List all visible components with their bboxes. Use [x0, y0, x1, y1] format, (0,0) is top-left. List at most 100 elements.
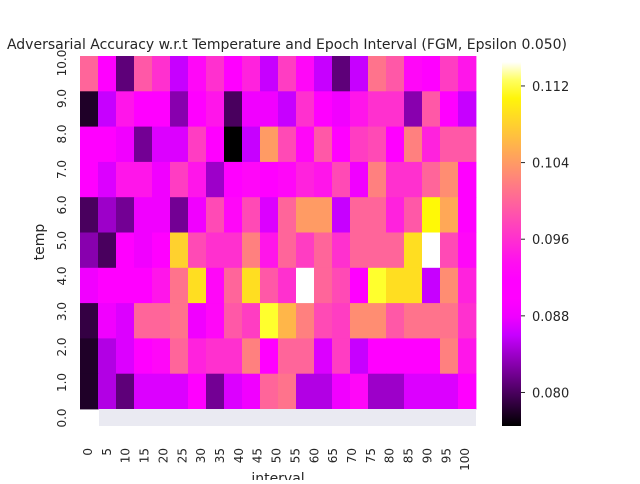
heatmap-cell	[350, 232, 369, 269]
heatmap-cell	[206, 373, 225, 410]
heatmap-cell	[314, 161, 333, 198]
heatmap-cell	[134, 232, 153, 269]
heatmap-cell	[224, 126, 243, 163]
heatmap-cell	[440, 303, 459, 339]
heatmap-cell	[404, 91, 423, 127]
heatmap-cell	[386, 267, 405, 304]
x-tick-label: 55	[288, 448, 302, 463]
heatmap-cell	[206, 338, 225, 375]
heatmap-cell	[440, 126, 459, 163]
heatmap-cell	[278, 338, 297, 375]
y-axis-ticks: 0.0 1.0 2.0 3.0 4.0 5.0 6.0 7.0 8.0 9.0 10.0	[55, 50, 69, 428]
heatmap-cell	[80, 232, 99, 269]
heatmap-cell	[440, 161, 459, 198]
heatmap-cell	[152, 56, 171, 92]
heatmap-cell	[458, 373, 477, 410]
heatmap-cell	[260, 56, 279, 92]
heatmap-cell	[350, 373, 369, 410]
heatmap-cell	[422, 126, 441, 163]
x-tick-label: 25	[175, 448, 189, 463]
heatmap-cell	[242, 373, 261, 410]
heatmap-cells	[80, 56, 477, 410]
heatmap-cell	[260, 338, 279, 375]
heatmap-cell	[314, 91, 333, 127]
heatmap-cell	[260, 303, 279, 339]
x-tick-label: 70	[345, 448, 359, 463]
heatmap-cell	[296, 91, 315, 127]
heatmap-cell	[260, 91, 279, 127]
chart-title: Adversarial Accuracy w.r.t Temperature a…	[7, 37, 567, 53]
heatmap-cell	[170, 56, 189, 92]
heatmap-cell	[278, 373, 297, 410]
heatmap-cell	[278, 91, 297, 127]
heatmap-cell	[116, 91, 135, 127]
heatmap-cell	[152, 91, 171, 127]
heatmap-cell	[404, 267, 423, 304]
heatmap-cell	[296, 338, 315, 375]
heatmap-cell	[332, 373, 351, 410]
heatmap-cell	[152, 338, 171, 375]
heatmap-cell	[404, 56, 423, 92]
heatmap-cell	[116, 338, 135, 375]
heatmap-cell	[98, 56, 117, 92]
heatmap-cell	[152, 267, 171, 304]
heatmap-cell	[350, 338, 369, 375]
heatmap-cell	[368, 303, 387, 339]
heatmap-cell	[458, 91, 477, 127]
heatmap-cell	[368, 338, 387, 375]
heatmap-cell	[134, 303, 153, 339]
heatmap-cell	[296, 197, 315, 233]
heatmap-cell	[350, 161, 369, 198]
heatmap-cell	[152, 303, 171, 339]
heatmap-cell	[440, 232, 459, 269]
x-tick-label: 15	[138, 448, 152, 463]
heatmap-cell	[188, 303, 207, 339]
heatmap-cell	[170, 338, 189, 375]
heatmap-cell	[368, 267, 387, 304]
x-tick-label: 10	[119, 448, 133, 463]
heatmap-cell	[98, 373, 117, 410]
heatmap-cell	[440, 267, 459, 304]
heatmap-cell	[134, 267, 153, 304]
heatmap-cell	[350, 303, 369, 339]
heatmap-cell	[170, 197, 189, 233]
x-tick-label: 0	[81, 448, 95, 456]
heatmap-cell	[224, 373, 243, 410]
heatmap-cell	[296, 303, 315, 339]
heatmap-cell	[350, 267, 369, 304]
heatmap-cell	[188, 91, 207, 127]
y-tick-label: 6.0	[55, 195, 69, 214]
colorbar	[502, 62, 521, 426]
colorbar-tick-label: 0.096	[532, 233, 569, 248]
heatmap-cell	[422, 232, 441, 269]
heatmap-cell	[242, 126, 261, 163]
heatmap-cell	[98, 267, 117, 304]
heatmap-cell	[260, 232, 279, 269]
heatmap-cell	[170, 161, 189, 198]
heatmap-cell	[404, 197, 423, 233]
y-tick-label: 0.0	[55, 408, 69, 427]
heatmap-cell	[134, 338, 153, 375]
heatmap-cell	[458, 232, 477, 269]
heatmap-cell	[224, 338, 243, 375]
heatmap-cell	[188, 56, 207, 92]
x-tick-label: 30	[194, 448, 208, 463]
heatmap-cell	[80, 91, 99, 127]
heatmap-cell	[80, 303, 99, 339]
heatmap-cell	[386, 373, 405, 410]
heatmap-cell	[314, 267, 333, 304]
heatmap-cell	[80, 338, 99, 375]
heatmap-cell	[242, 303, 261, 339]
heatmap-cell	[440, 197, 459, 233]
heatmap-cell	[386, 91, 405, 127]
heatmap-cell	[350, 197, 369, 233]
missing-row	[99, 409, 476, 426]
heatmap-cell	[458, 338, 477, 375]
x-tick-label: 75	[364, 448, 378, 463]
heatmap-cell	[350, 126, 369, 163]
heatmap-cell	[206, 161, 225, 198]
heatmap-cell	[260, 161, 279, 198]
heatmap-cell	[116, 56, 135, 92]
heatmap-cell	[458, 56, 477, 92]
